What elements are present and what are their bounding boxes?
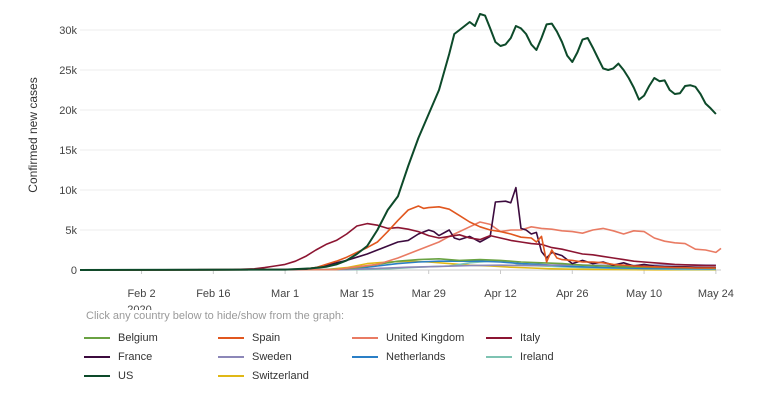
legend-swatch bbox=[486, 337, 512, 339]
x-axis-ticks: Feb 2 2020 Feb 16 Mar 1 Mar 15 Mar 29 Apr 12 Ap… bbox=[127, 270, 734, 310]
legend-item-spain[interactable]: Spain bbox=[218, 332, 352, 344]
y-tick-label: 0 bbox=[71, 265, 77, 277]
x-tick-label: Mar 1 bbox=[271, 288, 299, 300]
series-line-italy bbox=[79, 222, 716, 271]
x-tick-label: May 24 bbox=[698, 288, 734, 300]
legend-item-ireland[interactable]: Ireland bbox=[486, 351, 606, 363]
y-tick-label: 25k bbox=[59, 65, 77, 77]
x-tick-label: Apr 12 bbox=[484, 288, 516, 300]
legend-swatch bbox=[84, 375, 110, 377]
y-axis-label: Confirmed new cases bbox=[26, 77, 40, 192]
x-tick-label: Feb 2 bbox=[127, 288, 155, 300]
legend-hint: Click any country below to hide/show fro… bbox=[86, 310, 345, 322]
line-chart: 0 5k 10k 15k 20k 25k 30k Feb 2 2020 Feb 16 Mar 1 M… bbox=[26, 13, 734, 310]
series-line-united-kingdom bbox=[79, 221, 722, 271]
legend-item-united-kingdom[interactable]: United Kingdom bbox=[352, 332, 486, 344]
y-tick-label: 5k bbox=[65, 225, 77, 237]
series-line-netherlands bbox=[79, 260, 716, 271]
legend: Belgium Spain United Kingdom Italy France Swe… bbox=[84, 332, 644, 382]
legend-swatch bbox=[352, 356, 378, 358]
legend-swatch bbox=[218, 337, 244, 339]
x-tick-label: Mar 15 bbox=[340, 288, 374, 300]
legend-label: France bbox=[118, 351, 153, 363]
legend-label: Sweden bbox=[252, 351, 292, 363]
legend-item-italy[interactable]: Italy bbox=[486, 332, 606, 344]
series-line-us bbox=[79, 13, 717, 271]
series-lines bbox=[79, 13, 722, 271]
y-tick-label: 20k bbox=[59, 105, 77, 117]
y-tick-label: 15k bbox=[59, 145, 77, 157]
legend-swatch bbox=[218, 356, 244, 358]
legend-swatch bbox=[84, 337, 110, 339]
legend-item-france[interactable]: France bbox=[84, 351, 218, 363]
y-axis-ticks: 0 5k 10k 15k 20k 25k 30k bbox=[59, 25, 77, 277]
x-tick-year-label: 2020 bbox=[127, 304, 151, 310]
x-tick-label: Mar 29 bbox=[412, 288, 446, 300]
legend-item-us[interactable]: US bbox=[84, 370, 218, 382]
legend-label: Ireland bbox=[520, 351, 554, 363]
legend-label: Switzerland bbox=[252, 370, 309, 382]
legend-swatch bbox=[218, 375, 244, 377]
legend-label: Spain bbox=[252, 332, 281, 344]
legend-swatch bbox=[486, 356, 512, 358]
legend-label: United Kingdom bbox=[386, 332, 465, 344]
y-tick-label: 30k bbox=[59, 25, 77, 37]
y-tick-label: 10k bbox=[59, 185, 77, 197]
x-tick-label: Apr 26 bbox=[556, 288, 588, 300]
legend-swatch bbox=[352, 337, 378, 339]
legend-swatch bbox=[84, 356, 110, 358]
legend-item-belgium[interactable]: Belgium bbox=[84, 332, 218, 344]
legend-label: Netherlands bbox=[386, 351, 446, 363]
legend-label: Belgium bbox=[118, 332, 158, 344]
x-tick-label: May 10 bbox=[626, 288, 662, 300]
legend-item-netherlands[interactable]: Netherlands bbox=[352, 351, 486, 363]
x-tick-label: Feb 16 bbox=[196, 288, 230, 300]
legend-label: Italy bbox=[520, 332, 541, 344]
legend-item-switzerland[interactable]: Switzerland bbox=[218, 370, 352, 382]
legend-label: US bbox=[118, 370, 134, 382]
legend-item-sweden[interactable]: Sweden bbox=[218, 351, 352, 363]
